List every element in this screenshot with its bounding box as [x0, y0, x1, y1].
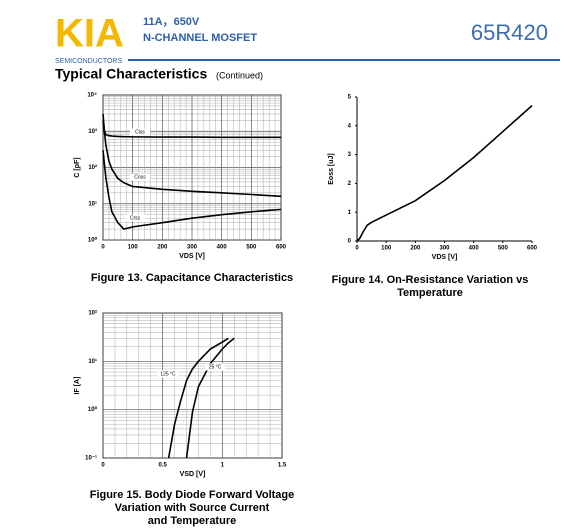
- data-line: [167, 337, 229, 459]
- x-axis-label: VDS [V]: [432, 254, 458, 261]
- series-label-bg: [125, 214, 145, 222]
- x-tick-label: 0: [101, 245, 105, 251]
- x-tick-label: 0: [101, 463, 105, 469]
- figure-caption: Figure 13. Capacitance Characteristics: [91, 272, 293, 284]
- part-number: 65R420: [471, 20, 548, 45]
- x-tick-label: 500: [498, 246, 509, 252]
- y-tick-label: 10¹: [88, 358, 97, 365]
- x-tick-label: 100: [381, 246, 392, 252]
- y-tick-label: 10⁰: [88, 406, 98, 413]
- x-tick-label: 300: [439, 246, 450, 252]
- y-tick-label: 5: [348, 95, 352, 101]
- data-line: [102, 150, 282, 230]
- series-label: Ciss: [135, 129, 145, 135]
- y-tick-label: 10³: [88, 128, 97, 135]
- y-tick-label: 1: [348, 210, 352, 216]
- y-tick-label: 10²: [88, 164, 97, 171]
- x-axis-label: VSD [V]: [180, 471, 206, 478]
- figure-caption: Figure 15. Body Diode Forward Voltage: [90, 489, 295, 501]
- x-tick-label: 100: [128, 245, 139, 251]
- plot-frame: [102, 312, 283, 459]
- x-tick-label: 500: [246, 245, 257, 251]
- x-tick-label: 1.5: [278, 463, 287, 469]
- x-tick-label: 300: [187, 245, 198, 251]
- series-label-bg: [205, 363, 225, 371]
- y-tick-label: 10¹: [88, 200, 97, 207]
- y-axis-label: IF [A]: [74, 377, 81, 395]
- series-label: 25 °C: [209, 364, 222, 370]
- figure-caption: Variation with Source Current: [115, 502, 270, 514]
- y-axis-label: C [pF]: [74, 157, 81, 177]
- x-tick-label: 600: [527, 246, 538, 252]
- company: SEMICONDUCTORS: [55, 58, 122, 65]
- x-tick-label: 1: [221, 463, 225, 469]
- x-tick-label: 400: [217, 245, 228, 251]
- data-line: [102, 120, 282, 198]
- x-tick-label: 400: [469, 246, 480, 252]
- figure-caption: and Temperature: [148, 515, 236, 527]
- x-tick-label: 600: [276, 245, 287, 251]
- y-tick-label: 2: [348, 181, 352, 187]
- data-line: [102, 113, 281, 139]
- series-label: Crss: [130, 215, 141, 221]
- y-tick-label: 4: [348, 123, 352, 129]
- section-note: (Continued): [216, 70, 263, 80]
- x-tick-label: 0: [355, 246, 359, 252]
- series-label-bg: [158, 370, 178, 378]
- x-axis-label: VDS [V]: [179, 253, 205, 260]
- y-tick-label: 10⁻¹: [85, 455, 97, 462]
- figure-caption: Figure 14. On-Resistance Variation vs: [332, 274, 529, 286]
- series-label: 125 °C: [160, 371, 176, 377]
- section-title: Typical Characteristics: [55, 66, 207, 82]
- data-line: [356, 105, 533, 242]
- rating: 11A，650V: [143, 16, 200, 28]
- x-tick-label: 200: [157, 245, 168, 251]
- x-tick-label: 200: [410, 246, 421, 252]
- y-tick-label: 10⁴: [87, 93, 97, 99]
- x-tick-label: 0.5: [158, 463, 167, 469]
- figure-caption: Temperature: [397, 287, 463, 299]
- y-tick-label: 10⁰: [88, 237, 98, 244]
- y-tick-label: 3: [348, 152, 352, 158]
- series-label-bg: [130, 173, 150, 181]
- logo: KIA: [55, 12, 124, 56]
- y-tick-label: 10²: [88, 310, 97, 317]
- y-tick-label: 0: [348, 239, 352, 245]
- series-label: Coss: [134, 174, 146, 180]
- device: N-CHANNEL MOSFET: [143, 32, 257, 44]
- y-axis-label: Eoss [uJ]: [328, 153, 335, 185]
- series-label-bg: [130, 128, 150, 136]
